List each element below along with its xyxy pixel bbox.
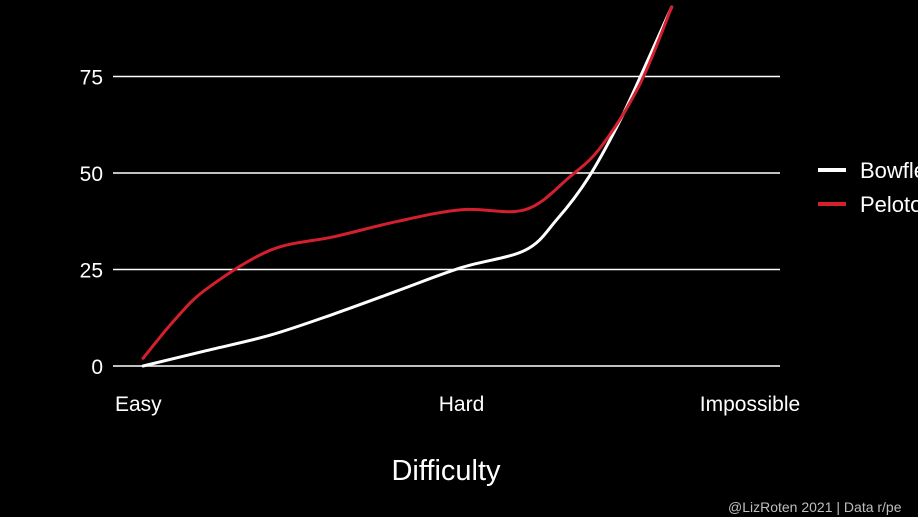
legend-label: Peloton xyxy=(860,192,918,217)
legend-label: Bowflex xyxy=(860,158,918,183)
grid xyxy=(113,75,780,367)
x-axis: Easy Hard Impossible xyxy=(115,393,800,416)
y-axis: 0 25 50 75 xyxy=(80,67,103,380)
x-axis-label: Difficulty xyxy=(391,455,501,487)
plot-area xyxy=(141,5,674,368)
legend: Bowflex Peloton xyxy=(818,158,918,217)
y-tick-label: 0 xyxy=(91,356,103,379)
y-tick-label: 75 xyxy=(80,67,103,90)
chart-caption: @LizRoten 2021 | Data r/pe xyxy=(728,499,902,515)
y-tick-label: 25 xyxy=(80,260,103,283)
x-tick-label: Impossible xyxy=(700,393,800,416)
x-tick-label: Easy xyxy=(115,393,162,416)
series-line-peloton xyxy=(141,5,674,360)
series-line-bowflex xyxy=(141,5,674,368)
y-tick-label: 50 xyxy=(80,163,103,186)
x-tick-label: Hard xyxy=(439,393,485,416)
